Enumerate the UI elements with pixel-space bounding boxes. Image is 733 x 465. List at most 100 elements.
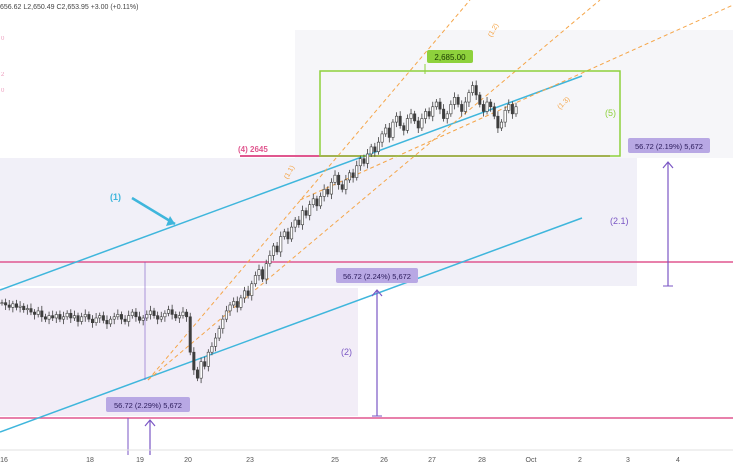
candle-body	[471, 85, 475, 93]
candle-body	[123, 318, 127, 322]
candle-body	[409, 113, 413, 119]
candle-body	[203, 361, 207, 367]
candle-body	[253, 275, 257, 285]
x-tick-label: 20	[184, 457, 192, 464]
candle-body	[90, 318, 94, 324]
candle-body	[311, 198, 315, 206]
candle-body	[481, 104, 485, 112]
candle-body	[492, 106, 496, 117]
candle-body	[510, 104, 514, 115]
candle-body	[286, 231, 290, 240]
candle-body	[62, 316, 66, 320]
candle-body	[264, 263, 268, 280]
candle-body	[206, 351, 210, 367]
candle-body	[243, 290, 247, 299]
candle-body	[333, 174, 337, 183]
channel-lower[interactable]	[0, 217, 583, 433]
measure-label-1-bg	[628, 138, 710, 153]
wave-label-2-1: (2.1)	[610, 216, 629, 226]
candle-body	[373, 146, 377, 152]
candle-body	[431, 106, 435, 117]
candle-body	[442, 108, 446, 119]
candle-body	[282, 231, 286, 237]
candle-body	[514, 106, 518, 115]
candle-body	[112, 316, 116, 320]
candle-body	[145, 314, 149, 319]
candle-body	[228, 304, 232, 312]
candle-body	[224, 310, 228, 320]
x-tick-label: 4	[676, 457, 680, 464]
candle-body	[304, 210, 308, 216]
candle-body	[452, 97, 456, 105]
candle-body	[268, 255, 272, 265]
candle-body	[376, 141, 380, 152]
candle-body	[391, 121, 395, 138]
candle-body	[319, 196, 323, 207]
arrow-up-mid-icon	[371, 289, 383, 297]
candle-body	[405, 118, 409, 131]
candle-body	[384, 127, 388, 135]
green-box[interactable]	[319, 70, 621, 157]
candle-body	[416, 120, 420, 129]
zone-top	[295, 30, 733, 158]
zone-upper	[0, 158, 637, 286]
candle-body	[156, 315, 160, 320]
candle-body	[11, 303, 15, 308]
candle-body	[474, 85, 478, 96]
candle-body	[72, 315, 76, 319]
candle-body	[380, 133, 384, 143]
candle-body	[449, 104, 453, 115]
wave-label-2: (2)	[341, 347, 352, 357]
x-axis-ticks: 16 18 19 20 23 25 26 27 28 Oct 2 3 4	[0, 457, 680, 464]
candle-body	[69, 312, 73, 319]
x-tick-label: 28	[478, 457, 486, 464]
candle-body	[109, 318, 113, 325]
fib-line-2[interactable]	[147, 0, 601, 381]
candle-body	[7, 304, 11, 308]
candle-body	[246, 290, 250, 296]
candle-body	[420, 118, 424, 129]
x-tick-label: 3	[626, 457, 630, 464]
candle-body	[80, 316, 84, 322]
candle-body	[148, 310, 152, 315]
candle-body	[29, 308, 33, 313]
candle-body	[185, 311, 189, 318]
candle-body	[496, 115, 500, 129]
candle-body	[76, 315, 80, 322]
candle-body	[65, 312, 69, 318]
ohlc-readout: 656.62 L2,650.49 C2,653.95 +3.00 (+0.11%…	[0, 4, 139, 11]
candle-body	[98, 315, 102, 319]
candle-body	[138, 316, 142, 321]
wave-label-1: (1)	[110, 192, 121, 202]
candle-body	[460, 104, 464, 112]
candle-body	[210, 345, 214, 353]
side-digit-1: 0	[1, 36, 5, 42]
candle-body	[337, 174, 341, 185]
candle-body	[478, 94, 482, 105]
measure-label-3: 56.72 (2.29%) 5,672	[114, 401, 182, 410]
candle-body	[33, 311, 37, 315]
candle-body	[445, 113, 449, 119]
channel-upper[interactable]	[0, 75, 583, 291]
fib-line-1[interactable]	[147, 0, 471, 381]
candle-body	[257, 269, 261, 276]
candle-body	[0, 302, 4, 304]
zone-lower	[0, 288, 358, 416]
candle-body	[250, 283, 254, 296]
candle-body	[192, 351, 196, 371]
candle-body	[467, 92, 471, 103]
peak-label-bg	[427, 50, 473, 63]
x-tick-label: 26	[380, 457, 388, 464]
candle-body	[163, 312, 167, 318]
candle-body	[40, 310, 44, 318]
fib-line-3[interactable]	[299, 4, 733, 201]
candle-body	[456, 97, 460, 105]
candle-body	[402, 125, 406, 131]
candle-body	[58, 314, 62, 320]
candle-body	[177, 315, 181, 319]
candle-body	[87, 314, 91, 320]
candle-body	[4, 302, 8, 306]
candle-body	[362, 158, 366, 164]
x-tick-label: 2	[578, 457, 582, 464]
